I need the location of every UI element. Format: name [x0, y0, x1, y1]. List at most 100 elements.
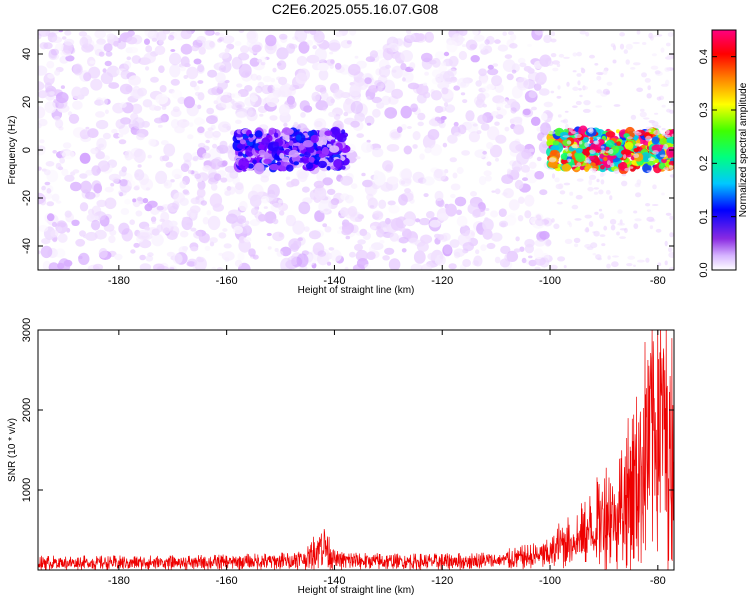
heatmap-cell [499, 258, 511, 268]
heatmap-cell [484, 208, 490, 211]
heatmap-cell [610, 43, 616, 48]
heatmap-cell [650, 65, 659, 70]
heatmap-cell [454, 196, 467, 207]
heatmap-cell [90, 78, 103, 91]
heatmap-cell [568, 127, 573, 133]
heatmap-cell [71, 219, 80, 226]
heatmap-cell [246, 110, 258, 122]
snr-series-line [38, 330, 674, 570]
heatmap-cell [160, 140, 169, 146]
colorbar-tick-label: 0.0 [698, 262, 710, 277]
heatmap-cell [180, 30, 192, 40]
heatmap-cell [419, 153, 425, 160]
heatmap-cell [288, 140, 294, 146]
heatmap-cell [231, 56, 243, 70]
heatmap-cell [180, 163, 190, 173]
heatmap-cell [401, 77, 406, 82]
heatmap-cell [256, 194, 262, 201]
heatmap-cell [530, 116, 541, 127]
heatmap-cell [111, 128, 118, 134]
heatmap-cell [646, 170, 652, 173]
heatmap-cell [303, 226, 310, 232]
heatmap-cell [95, 151, 105, 160]
heatmap-cell [313, 180, 325, 189]
heatmap-cell [133, 186, 140, 191]
heatmap-cell [186, 66, 199, 80]
heatmap-cell [44, 181, 51, 186]
heatmap-cell [118, 139, 127, 145]
heatmap-cell [349, 30, 357, 36]
heatmap-cell [149, 104, 157, 111]
spectrogram-ticks: -180 -160 -140 -120 -100 -80 -40 -20 0 20 40 [21, 30, 674, 287]
x-tick-label: -180 [108, 275, 130, 287]
heatmap-cell [440, 116, 447, 120]
x-tick-label: -140 [323, 275, 345, 287]
heatmap-cell [605, 139, 615, 148]
heatmap-cell [213, 100, 219, 105]
heatmap-cell [170, 108, 182, 118]
heatmap-cell [566, 140, 572, 145]
heatmap-cell [226, 213, 238, 224]
heatmap-cell [226, 186, 232, 191]
heatmap-cell [379, 240, 385, 244]
heatmap-cell [550, 38, 557, 43]
heatmap-cell [104, 186, 114, 193]
heatmap-cell [599, 234, 606, 238]
heatmap-cell [336, 230, 343, 234]
heatmap-cell [475, 80, 483, 87]
heatmap-cell [558, 183, 564, 190]
heatmap-cell [636, 30, 641, 35]
heatmap-cell [598, 189, 604, 195]
heatmap-cell [55, 43, 65, 52]
heatmap-cell [57, 226, 63, 233]
heatmap-cell [85, 191, 96, 200]
heatmap-cell [50, 229, 59, 238]
heatmap-cell [219, 33, 225, 37]
heatmap-cell [147, 252, 154, 257]
heatmap-cell [388, 258, 401, 270]
heatmap-cell [473, 255, 483, 267]
heatmap-cell [580, 67, 584, 70]
heatmap-cell [372, 147, 384, 158]
heatmap-cell [253, 162, 265, 175]
heatmap-cell [183, 191, 190, 196]
heatmap-cell [487, 68, 499, 76]
heatmap-cell [350, 183, 358, 190]
heatmap-cell [527, 43, 533, 48]
heatmap-cell [442, 142, 448, 148]
heatmap-cell [593, 230, 600, 237]
heatmap-cell [216, 267, 223, 270]
heatmap-cell [656, 34, 663, 37]
heatmap-cell [456, 215, 468, 227]
heatmap-cell [668, 160, 674, 166]
heatmap-cell [286, 95, 295, 106]
heatmap-cell [517, 57, 526, 64]
heatmap-cell [322, 177, 334, 186]
heatmap-cell [205, 139, 210, 144]
heatmap-cell [195, 229, 206, 237]
heatmap-cell [195, 196, 200, 200]
heatmap-cell [270, 78, 276, 83]
x-tick-label: -80 [650, 275, 666, 287]
heatmap-cell [104, 197, 117, 210]
heatmap-cell [272, 231, 285, 242]
heatmap-cell [543, 101, 553, 108]
heatmap-cell [566, 81, 570, 87]
heatmap-cell [506, 250, 519, 262]
heatmap-cell [381, 95, 391, 106]
heatmap-cell [504, 253, 515, 262]
heatmap-cell [209, 41, 215, 48]
heatmap-cell [345, 194, 354, 204]
heatmap-cell [50, 48, 60, 56]
heatmap-cell [511, 69, 517, 74]
heatmap-cell [594, 140, 600, 145]
heatmap-cell [278, 104, 290, 117]
heatmap-cell [108, 235, 116, 244]
heatmap-cell [278, 76, 288, 86]
heatmap-cell [241, 70, 253, 82]
heatmap-cell [594, 63, 599, 66]
heatmap-cell [235, 182, 244, 191]
heatmap-cell [617, 209, 623, 214]
heatmap-cell [462, 259, 471, 267]
heatmap-cell [553, 223, 560, 230]
